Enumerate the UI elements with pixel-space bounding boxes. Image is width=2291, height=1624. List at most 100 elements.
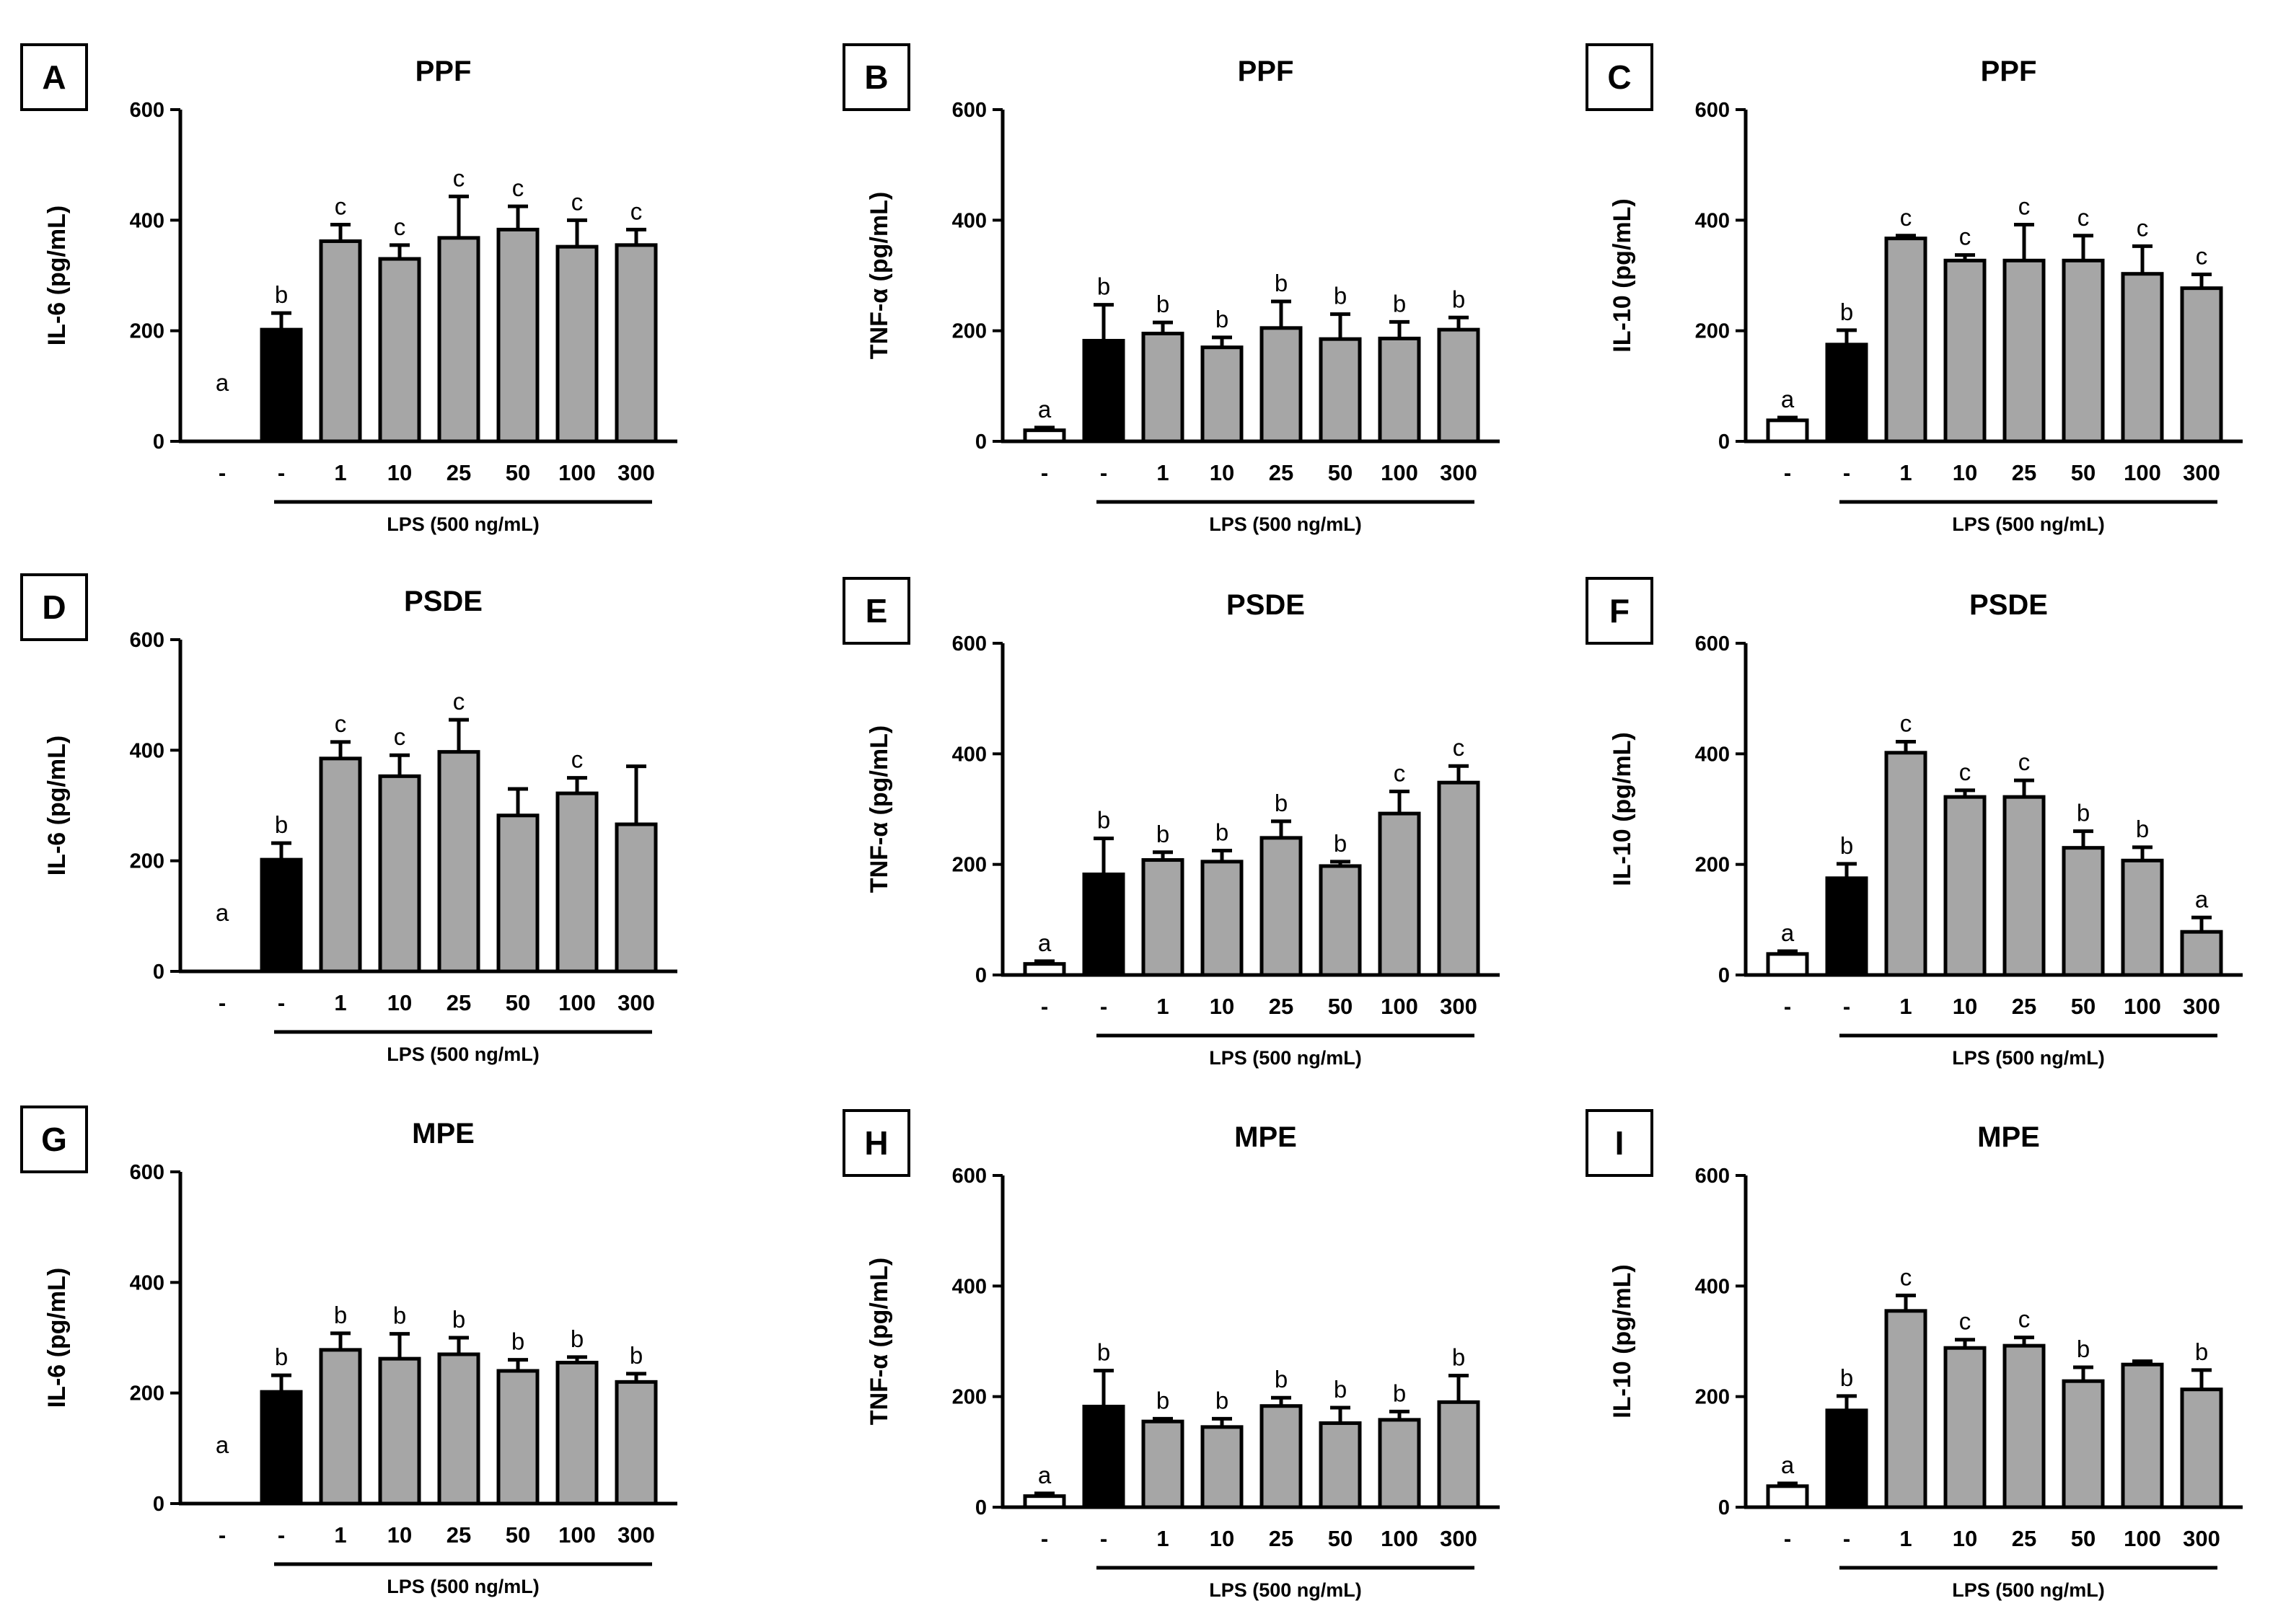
panel-e-lps-label: LPS (500 ng/mL) <box>1209 1047 1362 1069</box>
panel-a-bar <box>378 257 421 443</box>
panel-a-xtick-label: 300 <box>617 460 655 485</box>
panel-g-title: MPE <box>412 1118 475 1149</box>
panel-f-significance-label: c <box>1900 710 1912 736</box>
panel-e-xtick-label: 50 <box>1328 994 1353 1019</box>
panel-e-significance-label: b <box>1275 790 1288 816</box>
panel-f-xtick-label: - <box>1843 994 1850 1019</box>
panel-e-ytick-label: 200 <box>952 854 987 877</box>
panel-f-xtick-label: 1 <box>1899 994 1912 1019</box>
panel-i-bar <box>1943 1346 1987 1509</box>
panel-f-lps-label: LPS (500 ng/mL) <box>1952 1047 2105 1069</box>
panel-h-significance-label: b <box>1215 1387 1228 1413</box>
panel-a-title: PPF <box>415 56 472 87</box>
panel-d-bar <box>496 813 540 974</box>
panel-e-ytick-label: 600 <box>952 632 987 656</box>
panel-b-xtick-label: 25 <box>1269 460 1293 485</box>
panel-g-xtick-label: 50 <box>506 1522 530 1548</box>
panel-h-lps-label: LPS (500 ng/mL) <box>1209 1579 1362 1601</box>
panel-d-significance-label: c <box>394 723 406 750</box>
panel-e-ytick-label: 0 <box>975 964 987 987</box>
panel-e-xtick-label: 100 <box>1381 994 1418 1019</box>
panel-i-bar <box>1766 1484 1809 1509</box>
panel-d-bar <box>615 822 658 974</box>
panel-c-bar <box>1943 258 1987 443</box>
panel-d-xtick-label: - <box>278 990 285 1015</box>
panel-c-bar <box>2002 258 2046 443</box>
panel-e: E PSDE 0 200 400 600 TNF-α (pg/mL) a - b - b 1 b 10 b 25… <box>843 577 1500 1069</box>
panel-e-xtick-label: - <box>1100 994 1107 1019</box>
panel-i-xtick-label: 25 <box>2012 1526 2036 1551</box>
panel-h-y-axis-label: TNF-α (pg/mL) <box>866 1258 893 1425</box>
panel-i-letter-box <box>1586 1109 1653 1177</box>
panel-i-bar <box>2062 1379 2105 1509</box>
panel-i-title: MPE <box>1977 1121 2040 1153</box>
panel-b-xtick-label: 1 <box>1156 460 1169 485</box>
panel-d-significance-label: b <box>275 811 288 838</box>
panel-c-bar <box>1884 237 1927 443</box>
panel-g-xtick-label: 10 <box>387 1522 412 1548</box>
panel-d-xtick-label: 100 <box>558 990 596 1015</box>
panel-c-xtick-label: 300 <box>2183 460 2220 485</box>
panel-e-xtick-label: 10 <box>1210 994 1234 1019</box>
panel-b-xtick-label: 50 <box>1328 460 1353 485</box>
panel-h-letter: H <box>864 1124 888 1162</box>
panel-i-bar <box>2180 1387 2223 1509</box>
panel-e-title: PSDE <box>1226 589 1305 621</box>
panel-e-bar <box>1023 962 1066 977</box>
panel-h-ytick-label: 0 <box>975 1496 987 1519</box>
panel-b-bar <box>1023 428 1066 443</box>
panel-d-ytick-label: 0 <box>153 961 164 984</box>
panel-a-significance-label: c <box>394 213 406 240</box>
panel-h: H MPE 0 200 400 600 TNF-α (pg/mL) a - b - b 1 b 10 b 25 b… <box>843 1109 1500 1601</box>
panel-g-xtick-label: 300 <box>617 1522 655 1548</box>
panel-c-bar <box>2121 272 2164 443</box>
panel-f-significance-label: a <box>1781 919 1795 946</box>
panel-d-xtick-label: 1 <box>334 990 346 1015</box>
panel-c-ytick-label: 0 <box>1718 431 1730 454</box>
panel-d-significance-label: c <box>453 688 465 715</box>
panel-b-significance-label: b <box>1334 283 1347 309</box>
panel-a-lps-label: LPS (500 ng/mL) <box>387 513 540 535</box>
panel-e-xtick-label: - <box>1041 994 1048 1019</box>
panel-h-bar <box>1141 1419 1184 1509</box>
panel-f-xtick-label: - <box>1784 994 1791 1019</box>
panel-a-xtick-label: - <box>278 460 285 485</box>
panel-a-significance-label: c <box>453 164 465 191</box>
panel-g-significance-label: b <box>393 1302 406 1329</box>
panel-g-bar <box>555 1361 599 1506</box>
panel-g-ytick-label: 0 <box>153 1493 164 1516</box>
panel-f-bar <box>1943 795 1987 977</box>
panel-d-y-axis-label: IL-6 (pg/mL) <box>43 736 71 876</box>
panel-g-bar <box>260 1390 303 1506</box>
panel-f-significance-label: c <box>2018 749 2031 775</box>
panel-d-significance-label: c <box>571 746 584 773</box>
panel-e-significance-label: c <box>1394 759 1406 786</box>
panel-i-significance-label: b <box>2195 1338 2208 1365</box>
panel-b-ytick-label: 600 <box>952 99 987 122</box>
panel-c-xtick-label: 100 <box>2124 460 2161 485</box>
panel-a-significance-label: c <box>630 198 643 224</box>
panel-f-bar <box>2062 846 2105 977</box>
panel-a-significance-label: c <box>571 188 584 215</box>
panel-f-letter: F <box>1609 592 1630 630</box>
panel-f-ytick-label: 200 <box>1695 854 1730 877</box>
panel-f-bar <box>1884 751 1927 977</box>
panel-a-letter-box <box>20 43 88 111</box>
panel-b-xtick-label: 10 <box>1210 460 1234 485</box>
panel-f-y-axis-label: IL-10 (pg/mL) <box>1609 732 1636 886</box>
panel-i-significance-label: b <box>2077 1336 2090 1362</box>
panel-d-ytick-label: 200 <box>130 850 164 873</box>
panel-h-bar <box>1319 1421 1362 1509</box>
panel-h-xtick-label: 300 <box>1440 1526 1477 1551</box>
panel-a-bar <box>319 239 362 443</box>
panel-b-letter: B <box>864 58 888 96</box>
panel-e-bar <box>1319 864 1362 977</box>
panel-d-title: PSDE <box>404 586 483 617</box>
panel-b-xtick-label: 100 <box>1381 460 1418 485</box>
panel-g-significance-label: b <box>452 1306 465 1333</box>
panel-f-xtick-label: 10 <box>1953 994 1977 1019</box>
panel-f-bar <box>1766 952 1809 977</box>
panel-f-significance-label: b <box>1840 832 1853 859</box>
panel-f-bar <box>2121 858 2164 977</box>
panel-g-bar <box>437 1352 480 1506</box>
